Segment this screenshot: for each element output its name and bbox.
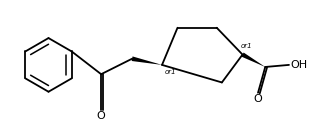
Text: O: O	[97, 111, 106, 121]
Text: O: O	[254, 94, 262, 104]
Polygon shape	[132, 56, 162, 65]
Text: OH: OH	[290, 60, 307, 70]
Text: or1: or1	[241, 43, 252, 49]
Text: or1: or1	[165, 69, 177, 75]
Polygon shape	[242, 52, 265, 67]
